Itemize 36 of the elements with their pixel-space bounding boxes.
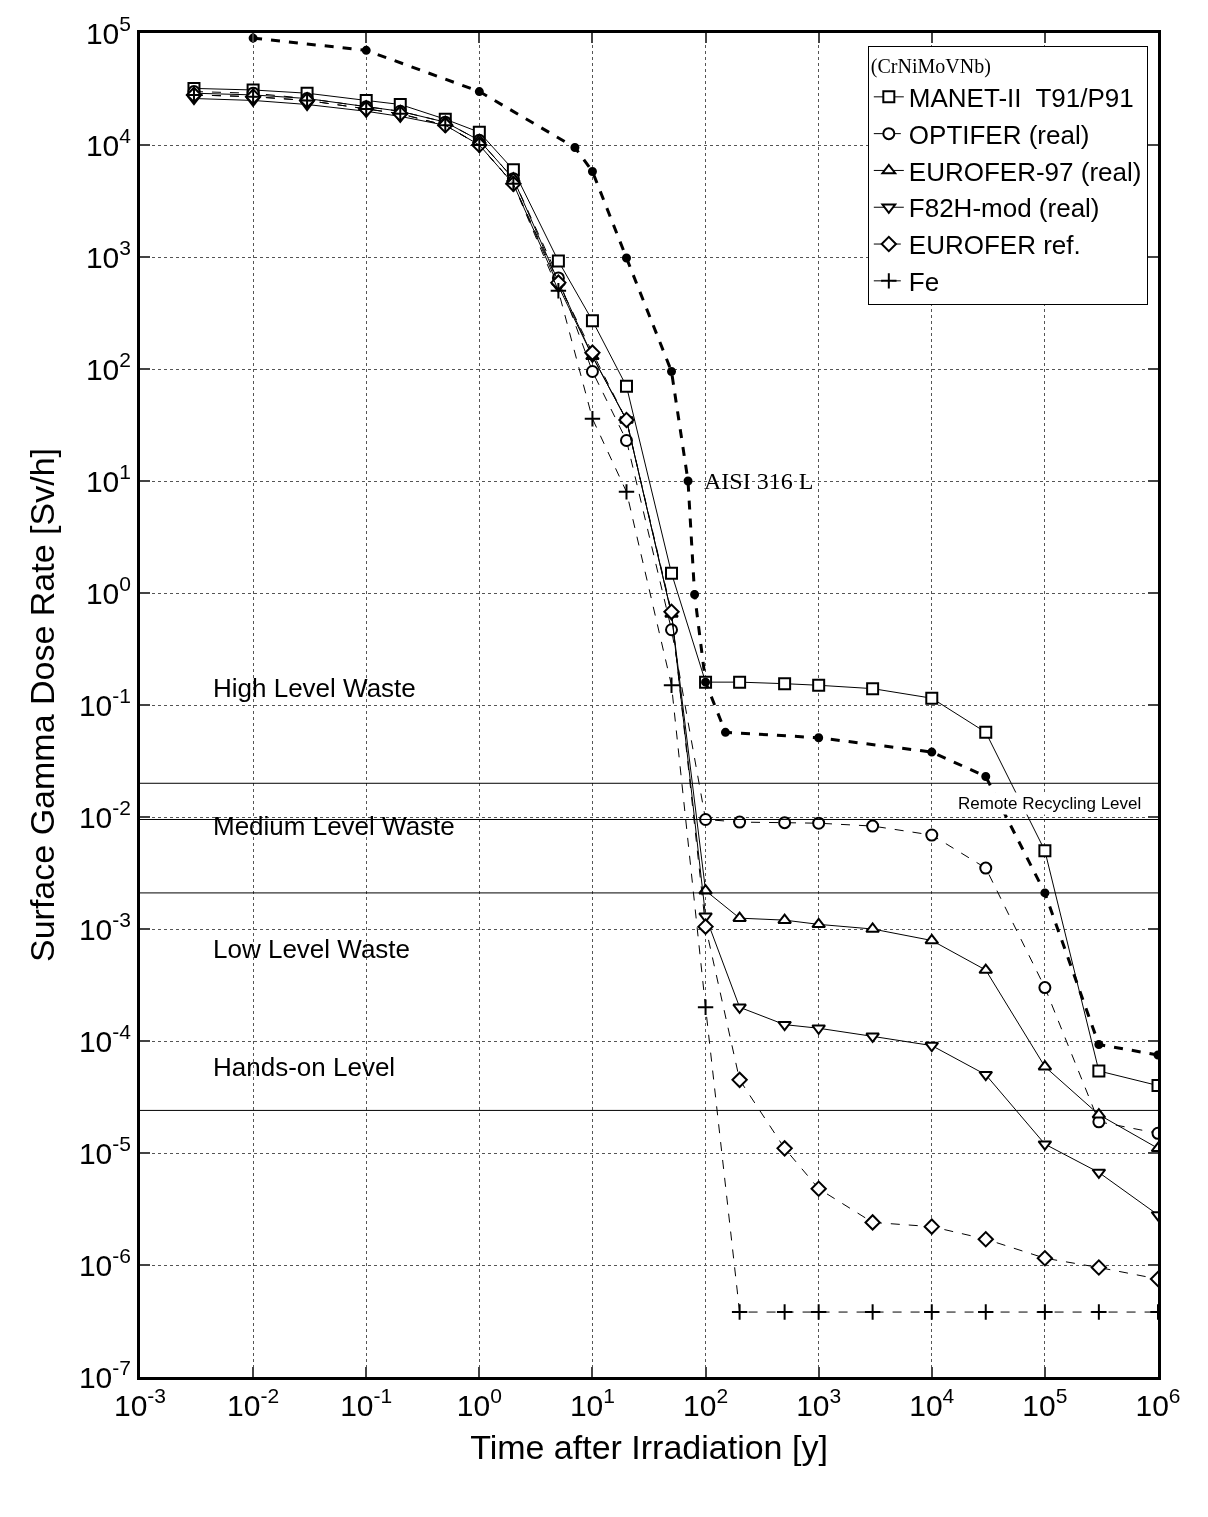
legend-label: F82H-mod (real) [908,193,1100,224]
x-tick-label: 10$^{2}$ [683,1384,729,1422]
y-tick-label: 10$^{-3}$ [78,907,131,946]
legend-label: MANET-II T91/P91 [908,82,1134,113]
y-axis-title: Surface Gamma Dose Rate [Sv/h] [22,448,61,962]
y-tick-label: 10$^{-4}$ [78,1019,132,1058]
legend-label: OPTIFER (real) [908,119,1090,150]
legend-label: Fe [908,266,940,297]
y-tick-label: 10$^{-2}$ [78,795,131,834]
x-axis-title: Time after Irradiation [y] [470,1428,828,1467]
legend-title: (CrNiMoVNb) [870,55,991,79]
y-tick-label: 10$^{3}$ [85,235,131,274]
x-tick-label: 10$^{3}$ [796,1384,842,1422]
annotation: Low Level Waste [213,934,411,964]
x-tick-label: 10$^{6}$ [1135,1384,1181,1422]
legend-label: EUROFER ref. [908,230,1081,261]
annotation: High Level Waste [213,673,416,703]
legend-label: EUROFER-97 (real) [908,156,1142,187]
x-tick-label: 10$^{1}$ [569,1384,615,1422]
y-tick-label: 10$^{1}$ [85,459,131,498]
x-tick-label: 10$^{5}$ [1022,1384,1068,1422]
y-tick-label: 10$^{-5}$ [78,1131,131,1170]
x-tick-label: 10$^{-1}$ [340,1384,393,1422]
y-tick-label: 10$^{-1}$ [78,683,131,722]
y-tick-label: 10$^{4}$ [85,123,132,162]
y-tick-label: 10$^{0}$ [85,571,131,610]
series-label: AISI 316 L [704,468,814,494]
y-tick-label: 10$^{-6}$ [78,1243,131,1282]
y-tick-label: 10$^{2}$ [85,347,131,386]
annotation: Hands-on Level [213,1052,396,1082]
x-tick-label: 10$^{4}$ [909,1384,955,1422]
x-tick-label: 10$^{0}$ [456,1384,502,1422]
ref-line-label: Remote Recycling Level [958,794,1142,813]
y-tick-label: 10$^{5}$ [85,11,131,50]
annotation: Medium Level Waste [213,811,455,841]
x-tick-label: 10$^{-2}$ [227,1384,280,1422]
